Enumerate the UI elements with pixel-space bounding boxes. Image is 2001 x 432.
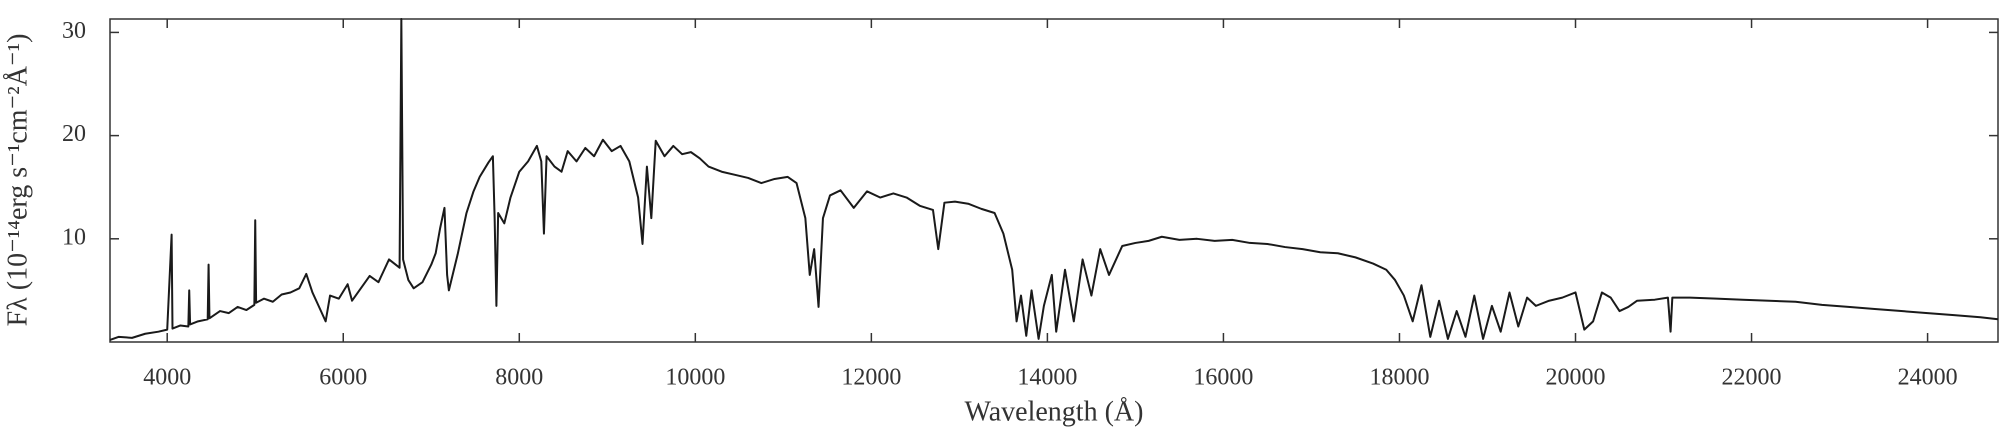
x-axis-title: Wavelength (Å) (965, 396, 1144, 427)
x-tick-label: 10000 (665, 365, 725, 391)
x-tick-label: 6000 (319, 365, 367, 391)
y-tick-label: 30 (62, 18, 86, 44)
y-tick-label: 10 (62, 224, 86, 250)
x-tick-label: 14000 (1017, 365, 1077, 391)
y-axis-title: Fλ (10⁻¹⁴erg s⁻¹cm⁻²Å⁻¹) (2, 34, 33, 327)
x-tick-label: 18000 (1369, 365, 1429, 391)
x-tick-label: 4000 (143, 365, 191, 391)
x-tick-label: 24000 (1898, 365, 1958, 391)
x-tick-label: 8000 (495, 365, 543, 391)
spectrum-line (109, 18, 1999, 341)
y-tick-label: 20 (62, 121, 86, 147)
plot-frame (109, 18, 1999, 343)
x-tick-label: 20000 (1546, 365, 1606, 391)
x-tick-label: 22000 (1722, 365, 1782, 391)
x-tick-label: 16000 (1193, 365, 1253, 391)
x-tick-label: 12000 (841, 365, 901, 391)
